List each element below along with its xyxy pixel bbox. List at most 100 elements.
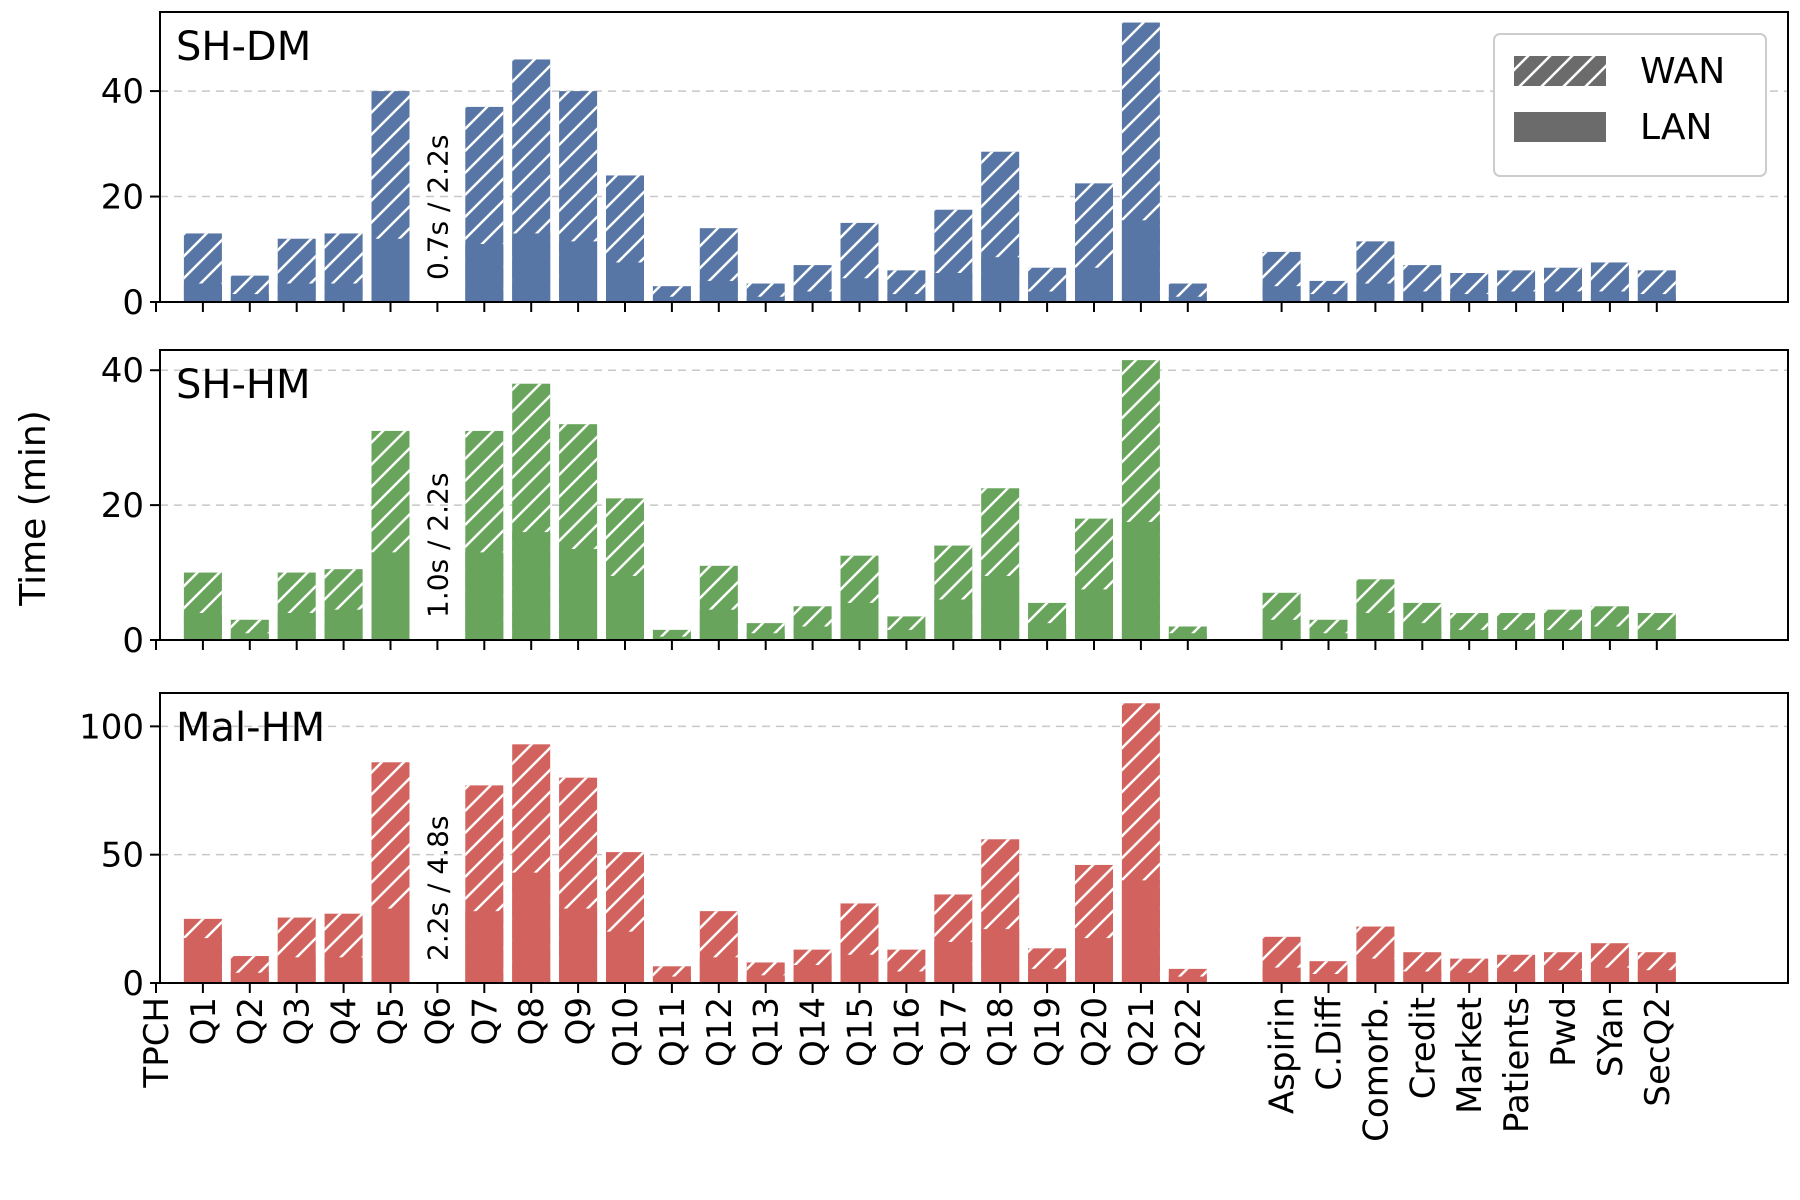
x-tick-label: Q1	[184, 997, 224, 1045]
x-tick-label: Q11	[653, 997, 693, 1067]
panel-frame	[159, 692, 1789, 984]
bar-lan-q7	[465, 552, 504, 640]
bar-lan-q12	[699, 609, 738, 640]
panel-annotation: 1.0s / 2.2s	[421, 473, 454, 618]
x-tick-label: Q13	[747, 997, 787, 1067]
x-tick-label: Aspirin	[1263, 997, 1303, 1114]
x-tick-label: Q21	[1122, 997, 1162, 1067]
y-tick-label: 20	[101, 178, 144, 218]
bar-lan-q5	[371, 552, 410, 640]
bar-lan-q2	[230, 972, 269, 983]
x-tick-label: Q10	[606, 997, 646, 1067]
x-tick-label: Q4	[325, 997, 365, 1045]
bar-lan-q17	[934, 273, 973, 302]
bar-lan-q13	[746, 975, 785, 983]
legend-frame	[1493, 33, 1767, 177]
bar-lan-q11	[652, 976, 691, 983]
bar-lan-q16	[887, 629, 926, 640]
bar-lan-q22	[1168, 296, 1207, 302]
bar-lan-credit	[1403, 623, 1442, 640]
bar-lan-comorb	[1356, 613, 1395, 640]
legend: WAN LAN	[1493, 33, 1767, 177]
x-tick-label: Q12	[700, 997, 740, 1067]
bar-lan-pwd	[1544, 291, 1582, 302]
bar-lan-q15	[840, 278, 879, 302]
bar-lan-q7	[465, 911, 504, 983]
bar-lan-q14	[793, 291, 832, 302]
bar-lan-q1	[183, 613, 222, 640]
x-tick-label: Q2	[231, 997, 271, 1045]
x-tick-label: Q5	[372, 997, 412, 1045]
legend-swatch-hatch	[1514, 56, 1606, 86]
x-tick-label: Q6	[418, 997, 458, 1045]
chart-panels: 0.7s / 2.2s 0 20 40 SH-DM 1.0s / 2.2s 0 20 40 SH-…	[79, 11, 1789, 1004]
bar-lan-q4	[324, 283, 363, 302]
bar-lan-q16	[887, 294, 926, 302]
bar-lan-q3	[277, 283, 316, 302]
bar-lan-q4	[324, 957, 363, 983]
bar-lan-q21	[1121, 521, 1160, 640]
bar-lan-secq2	[1637, 970, 1676, 983]
x-tick-label: Q15	[841, 997, 881, 1067]
x-tick-label: TPCH	[137, 997, 177, 1089]
bar-lan-q4	[324, 609, 363, 640]
bar-lan-aspirin	[1262, 967, 1301, 983]
bar-lan-q18	[981, 929, 1020, 983]
x-tick-label: Q22	[1169, 997, 1209, 1067]
bar-lan-q5	[371, 238, 410, 302]
panel-frame	[159, 349, 1789, 641]
bar-lan-syan	[1590, 291, 1629, 302]
bar-lan-q14	[793, 965, 832, 983]
bar-lan-credit	[1403, 291, 1442, 302]
y-tick-label: 0	[122, 283, 144, 323]
bar-lan-q17	[934, 941, 973, 983]
x-tick-label: Q3	[278, 997, 318, 1045]
bar-lan-patients	[1497, 629, 1536, 640]
panel-mal-hm: 2.2s / 4.8s 0 50 100 Mal-HM	[79, 692, 1789, 1004]
bar-lan-secq2	[1637, 629, 1676, 640]
x-tick-label: Q16	[887, 997, 927, 1067]
bar-lan-cdiff	[1309, 633, 1348, 640]
bar-lan-q13	[746, 296, 785, 302]
x-tick-labels: TPCH Q1 Q2 Q3 Q4 Q5 Q6 Q7 Q8 Q9 Q10 Q11 Q12 Q13 Q14 Q15…	[137, 995, 1678, 1141]
x-tick-label: Patients	[1497, 997, 1537, 1133]
bar-lan-q16	[887, 971, 926, 983]
bar-lan-q22	[1168, 633, 1207, 640]
bar-lan-syan	[1590, 626, 1629, 640]
panel-annotation: 2.2s / 4.8s	[421, 816, 454, 961]
bar-lan-cdiff	[1309, 294, 1348, 302]
x-tick-label: Q8	[512, 997, 552, 1045]
bar-lan-q2	[230, 294, 269, 302]
bar-lan-q12	[699, 957, 738, 983]
bar-lan-q2	[230, 633, 269, 640]
bar-lan-cdiff	[1309, 974, 1348, 983]
bar-lan-q20	[1075, 267, 1113, 302]
x-tick-label: Pwd	[1544, 997, 1584, 1067]
bar-lan-q3	[277, 613, 316, 640]
bar-lan-aspirin	[1262, 286, 1301, 302]
bar-lan-q14	[793, 626, 832, 640]
bar-lan-q9	[559, 908, 598, 983]
bar-lan-q21	[1121, 880, 1160, 983]
legend-swatch-lan	[1514, 112, 1606, 142]
bar-lan-market	[1450, 972, 1489, 983]
y-tick-label: 40	[101, 72, 144, 112]
bar-lan-q10	[606, 575, 644, 640]
x-tick-label: Market	[1450, 997, 1490, 1114]
bar-lan-q12	[699, 280, 738, 302]
x-tick-label: Q17	[934, 997, 974, 1067]
bar-lan-q20	[1075, 589, 1113, 640]
bar-lan-q10	[606, 262, 644, 302]
bar-lan-patients	[1497, 291, 1536, 302]
panel-label: SH-DM	[176, 24, 311, 70]
bar-lan-q1	[183, 283, 222, 302]
x-tick-label: Q19	[1028, 997, 1068, 1067]
x-tick-label: Comorb.	[1356, 997, 1396, 1142]
x-tick-label: Q9	[559, 997, 599, 1045]
panel-sh-hm: 1.0s / 2.2s 0 20 40 SH-HM	[101, 349, 1789, 661]
bar-lan-q9	[559, 241, 598, 302]
bar-lan-q8	[512, 532, 551, 640]
bar-lan-q21	[1121, 220, 1160, 302]
x-tick-label: SYan	[1591, 997, 1631, 1077]
